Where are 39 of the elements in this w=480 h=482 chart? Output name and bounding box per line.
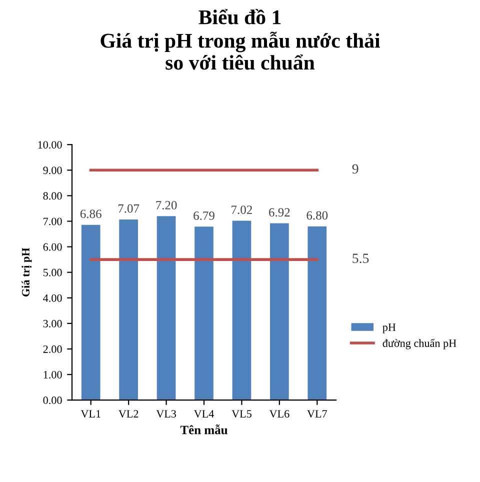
data-label: 6.80 bbox=[306, 211, 328, 220]
y-tick-label: 1.00 bbox=[44, 370, 62, 379]
y-tick-label: 7.00 bbox=[44, 218, 62, 226]
x-tick-label: VL4 bbox=[194, 410, 214, 418]
data-label: 6.86 bbox=[80, 210, 102, 218]
annotation: 5.5 bbox=[352, 254, 369, 264]
legend-label: đường chuẩn pH bbox=[382, 338, 456, 350]
data-label: 7.07 bbox=[118, 204, 140, 213]
y-tick-label: 8.00 bbox=[43, 192, 62, 200]
x-tick-label: VL7 bbox=[307, 410, 328, 418]
bar bbox=[232, 220, 252, 400]
y-tick-label: 5.00 bbox=[43, 268, 62, 276]
bar bbox=[194, 226, 214, 400]
y-tick-label: 3.00 bbox=[43, 320, 62, 328]
data-label: 6.79 bbox=[194, 211, 214, 220]
x-tick-label: VL6 bbox=[269, 410, 290, 418]
y-tick-label: 10.00 bbox=[38, 141, 62, 149]
y-tick-label: 0.00 bbox=[43, 396, 62, 404]
x-tick-label: VL2 bbox=[118, 410, 138, 418]
bar bbox=[156, 216, 176, 400]
y-tick-label: 6.00 bbox=[43, 243, 62, 251]
x-tick-label: VL5 bbox=[232, 410, 252, 418]
chart-title: Biểu đồ 1 Giá trị pH trong mẫu nước thải so với tiêu chuẩn bbox=[100, 8, 380, 70]
legend-label: pH bbox=[382, 324, 396, 334]
data-label: 7.20 bbox=[156, 200, 177, 210]
y-tick-label: 4.00 bbox=[43, 294, 62, 302]
y-axis-title: Giá trị pH bbox=[22, 248, 32, 296]
bar bbox=[270, 223, 289, 400]
data-label: 6.92 bbox=[269, 208, 290, 217]
bar bbox=[81, 224, 100, 400]
bar bbox=[119, 219, 138, 400]
y-tick-label: 2.00 bbox=[43, 345, 62, 353]
x-axis-title: Tên mẫu bbox=[180, 424, 228, 434]
bar bbox=[308, 226, 327, 400]
x-tick-label: VL3 bbox=[156, 410, 176, 418]
annotation: 9 bbox=[352, 164, 358, 174]
y-tick-label: 9.00 bbox=[43, 166, 62, 174]
data-label: 7.02 bbox=[232, 206, 252, 214]
x-tick-label: VL1 bbox=[80, 410, 100, 418]
